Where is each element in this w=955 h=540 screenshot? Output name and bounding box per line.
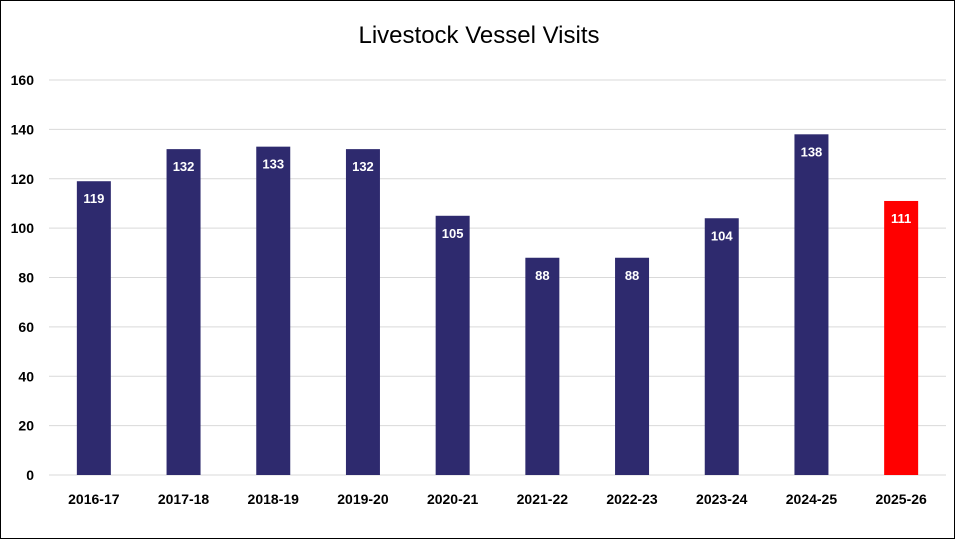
bar [166, 149, 201, 475]
x-tick-label: 2022-23 [606, 491, 658, 507]
x-tick-label: 2025-26 [875, 491, 927, 507]
y-tick-label: 160 [11, 72, 35, 88]
x-tick-label: 2021-22 [517, 491, 569, 507]
data-label: 119 [83, 191, 104, 206]
data-label: 105 [442, 226, 464, 241]
y-tick-label: 40 [18, 368, 34, 384]
bars [76, 134, 919, 475]
x-tick-label: 2016-17 [68, 491, 120, 507]
bar [435, 215, 470, 475]
bar [704, 218, 739, 475]
bar [794, 134, 829, 475]
data-labels: 119 132 133 132 105 88 88 104 138 111 [83, 144, 911, 282]
y-tick-label: 100 [11, 220, 35, 236]
x-tick-label: 2018-19 [248, 491, 300, 507]
x-tick-label: 2020-21 [427, 491, 479, 507]
y-tick-label: 120 [11, 171, 35, 187]
data-label: 88 [535, 268, 549, 283]
y-tick-label: 0 [26, 467, 34, 483]
y-tick-label: 80 [18, 270, 34, 286]
data-label: 88 [625, 268, 639, 283]
x-tick-label: 2019-20 [337, 491, 389, 507]
bar [256, 146, 291, 475]
y-axis-ticks: 0 20 40 60 80 100 120 140 160 [11, 72, 35, 483]
x-axis-ticks: 2016-17 2017-18 2018-19 2019-20 2020-21 2021-… [68, 491, 927, 507]
data-label: 133 [262, 157, 284, 172]
x-tick-label: 2017-18 [158, 491, 210, 507]
y-tick-label: 140 [11, 121, 35, 137]
bar [615, 257, 650, 475]
chart-title: Livestock Vessel Visits [359, 22, 600, 49]
data-label: 138 [801, 144, 823, 159]
bar [76, 181, 111, 475]
data-label: 132 [173, 159, 195, 174]
y-tick-label: 20 [18, 418, 34, 434]
x-tick-label: 2024-25 [786, 491, 838, 507]
data-label: 132 [352, 159, 374, 174]
bar [345, 149, 380, 475]
x-tick-label: 2023-24 [696, 491, 748, 507]
data-label: 111 [891, 211, 911, 226]
data-label: 104 [711, 228, 733, 243]
bar [525, 257, 560, 475]
bar [884, 200, 919, 475]
y-tick-label: 60 [18, 319, 34, 335]
